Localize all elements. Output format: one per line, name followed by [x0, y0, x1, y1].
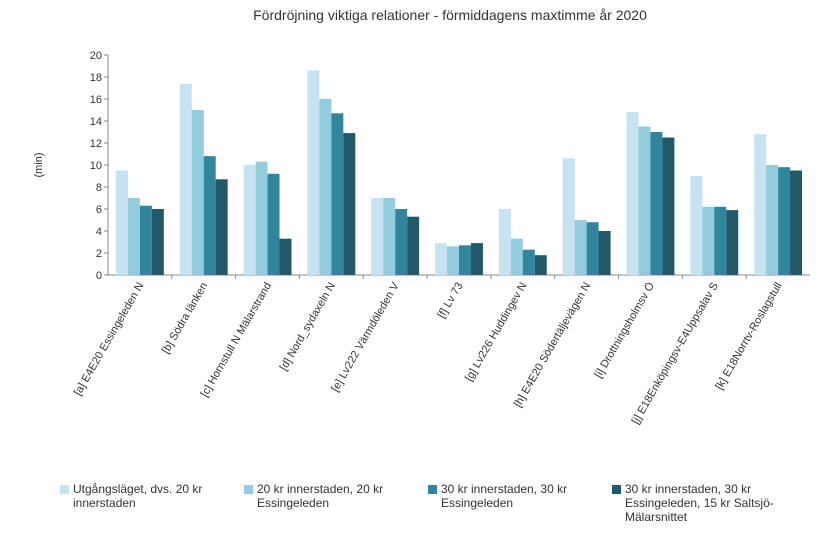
bar [139, 205, 152, 275]
bar [726, 210, 739, 275]
y-tick-label: 8 [96, 182, 102, 194]
legend-swatch [612, 485, 621, 494]
y-tick-label: 4 [96, 226, 102, 238]
legend-item: 20 kr innerstaden, 20 kr Essingeleden [244, 482, 414, 524]
x-tick-label: [a] E4E20 Essingeleden N [72, 280, 147, 397]
bar [319, 99, 332, 275]
bar [307, 70, 320, 276]
bar [279, 238, 292, 275]
legend-item: 30 kr innerstaden, 30 kr Essingeleden [428, 482, 598, 524]
legend-label: 30 kr innerstaden, 30 kr Essingeleden, 1… [625, 482, 774, 524]
x-tick-label: [k] E18Norrtv-Roslagstull [713, 281, 784, 392]
y-tick-label: 18 [90, 72, 102, 84]
bar [127, 198, 140, 275]
x-tick-label: [d] Nord_sydaxeln N [278, 280, 338, 372]
bar [435, 243, 448, 275]
bar [702, 206, 715, 275]
y-tick-label: 20 [90, 50, 102, 62]
bar [586, 222, 599, 275]
legend: Utgångsläget, dvs. 20 kr innerstaden 20 k… [60, 482, 782, 524]
bar [598, 231, 611, 275]
legend-swatch [428, 485, 437, 494]
y-tick-label: 0 [96, 270, 102, 282]
bar [574, 220, 587, 275]
bar [331, 113, 344, 275]
bar [179, 83, 192, 275]
bar [395, 209, 408, 275]
y-tick-label: 12 [90, 138, 102, 150]
bar [255, 161, 268, 275]
bar [447, 246, 459, 275]
bar [407, 216, 420, 275]
bar [115, 170, 128, 275]
x-tick-label: [f] Lv 73 [436, 281, 466, 321]
bar [383, 198, 396, 275]
legend-item: Utgångsläget, dvs. 20 kr innerstaden [60, 482, 230, 524]
bar [626, 112, 639, 275]
bar [754, 134, 767, 275]
y-tick-label: 14 [90, 116, 102, 128]
x-tick-label: [e] Lv222 Värmdöleden V [329, 280, 402, 394]
legend-swatch [244, 485, 253, 494]
y-tick-label: 16 [90, 94, 102, 106]
bar [498, 209, 511, 275]
bar [534, 255, 547, 275]
x-tick-label: [g] Lv226 Huddingev N [463, 280, 529, 383]
x-tick-label: [i] Drottningsholmsv Ö [593, 280, 658, 380]
bar [343, 133, 356, 275]
y-tick-label: 10 [90, 160, 102, 172]
bar [459, 245, 471, 275]
bar [790, 170, 803, 275]
bar [371, 198, 384, 275]
bar [714, 206, 727, 275]
legend-item: 30 kr innerstaden, 30 kr Essingeleden, 1… [612, 482, 782, 524]
bar [766, 165, 779, 275]
legend-swatch [60, 485, 69, 494]
bar [778, 167, 791, 275]
bar [562, 158, 575, 275]
legend-label: Utgångsläget, dvs. 20 kr innerstaden [73, 482, 203, 510]
legend-label: 20 kr innerstaden, 20 kr Essingeleden [257, 482, 384, 510]
y-axis-label: (min) [33, 152, 45, 177]
chart-title: Fördröjning viktiga relationer - förmidd… [253, 7, 647, 23]
bar [203, 156, 216, 275]
bar [638, 126, 651, 275]
bar [243, 165, 256, 275]
x-tick-label: [c] Hornstull N Mälarstrand [199, 281, 275, 400]
legend-label: 30 kr innerstaden, 30 kr Essingeleden [441, 482, 568, 510]
x-tick-label: [h] E4E20 Södertäljevägen N [512, 280, 593, 409]
chart: Fördröjning viktiga relationer - förmidd… [33, 7, 810, 426]
bar [662, 137, 675, 275]
bar [510, 238, 523, 275]
bar [470, 243, 483, 275]
bar [215, 179, 228, 275]
bar [650, 132, 663, 275]
bar [267, 173, 280, 275]
bar [522, 249, 535, 275]
bar [690, 176, 703, 275]
y-tick-label: 6 [96, 204, 102, 216]
bar [151, 209, 164, 275]
y-tick-label: 2 [96, 248, 102, 260]
x-tick-label: [b] Södra länken [160, 281, 210, 356]
bar [191, 110, 204, 275]
